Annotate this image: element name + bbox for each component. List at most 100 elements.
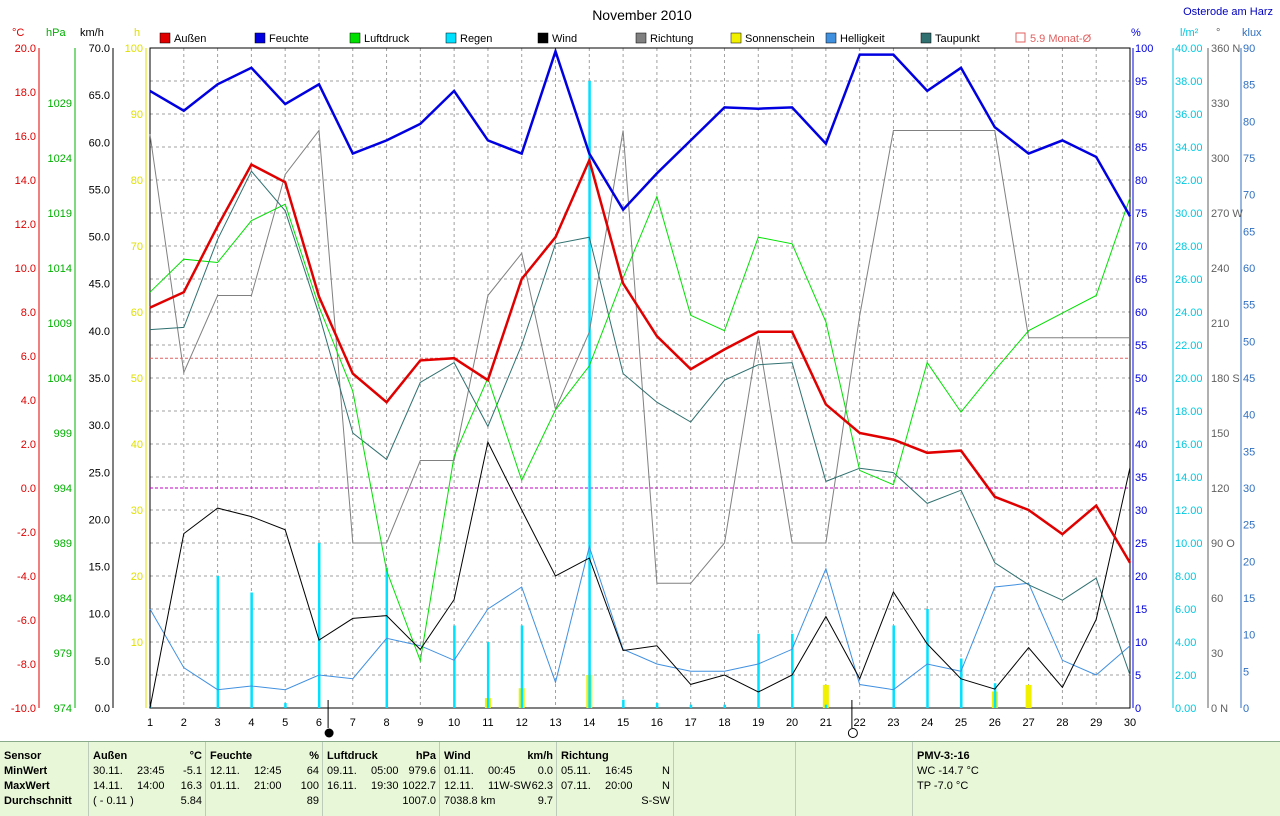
series-line-außen: [149, 156, 1132, 564]
weather-chart: November 2010 Osterode am Harz °C hPa km…: [11, 6, 1273, 738]
aussen-min-time: 23:45: [137, 765, 165, 777]
x-tick-label: 26: [989, 717, 1001, 729]
rain-bar: [993, 683, 997, 708]
tick-label-sun: 90: [131, 109, 143, 121]
series-line-feuchte: [149, 47, 1132, 217]
aussen-avg-value: 5.84: [180, 795, 202, 807]
tick-label-lux: 5: [1243, 666, 1249, 678]
richtung-avg-value: S-SW: [641, 795, 670, 807]
tick-label-dir: 90 O: [1211, 538, 1235, 550]
tick-label-hum: 100: [1135, 43, 1153, 55]
tick-label-rain: 6.00: [1175, 604, 1196, 616]
tick-label-hum: 90: [1135, 109, 1147, 121]
row-avg-label: Durchschnitt: [4, 795, 72, 807]
tick-label-hum: 80: [1135, 175, 1147, 187]
x-tick-label: 7: [350, 717, 356, 729]
luftdruck-avg-value: 1007.0: [402, 795, 436, 807]
legend-label: 5.9 Monat-Ø: [1030, 33, 1092, 45]
luftdruck-max-date: 16.11.: [327, 780, 357, 792]
aussen-min-value: -5.1: [183, 765, 202, 777]
tick-label-rain: 16.00: [1175, 439, 1203, 451]
tick-label-lux: 85: [1243, 80, 1255, 92]
legend-swatch: [349, 32, 361, 44]
legend-label: Taupunkt: [935, 33, 980, 45]
tick-label-sun: 60: [131, 307, 143, 319]
new-moon-icon: [324, 728, 334, 738]
tick-label-dir: 120: [1211, 483, 1229, 495]
wind-avg-value: 9.7: [537, 795, 553, 807]
tick-label-wind: 25.0: [89, 467, 110, 479]
tick-label-lux: 0: [1243, 703, 1249, 715]
x-tick-label: 24: [921, 717, 933, 729]
tick-label-lux: 55: [1243, 300, 1255, 312]
tick-label-temp: 8.0: [21, 307, 36, 319]
tick-label-hum: 65: [1135, 274, 1147, 286]
tick-label-temp: 4.0: [21, 395, 36, 407]
legend-label: Luftdruck: [364, 33, 410, 45]
richtung-header: Richtung: [561, 750, 609, 762]
legend-swatch: [159, 32, 171, 44]
feuchte-max-value: 100: [300, 780, 319, 792]
tick-label-hum: 40: [1135, 439, 1147, 451]
tick-label-hum: 35: [1135, 472, 1147, 484]
luftdruck-max-time: 19:30: [371, 780, 399, 792]
legend-swatch: [537, 32, 549, 44]
tick-label-wind: 10.0: [89, 609, 110, 621]
footer-sensor-col: Sensor MinWert MaxWert Durchschnitt: [0, 742, 88, 816]
tick-label-lux: 65: [1243, 226, 1255, 238]
tick-label-wind: 65.0: [89, 90, 110, 102]
tick-label-temp: 0.0: [21, 483, 36, 495]
tick-label-rain: 0.00: [1175, 703, 1196, 715]
tick-label-rain: 18.00: [1175, 406, 1203, 418]
feuchte-min-date: 12.11.: [210, 765, 240, 777]
rain-bar: [655, 703, 659, 708]
legend-label: Richtung: [650, 33, 693, 45]
tick-label-hum: 0: [1135, 703, 1141, 715]
aussen-unit: °C: [189, 750, 202, 762]
tick-label-wind: 45.0: [89, 279, 110, 291]
tick-label-hum: 30: [1135, 505, 1147, 517]
tick-label-lux: 80: [1243, 116, 1255, 128]
feuchte-max-date: 01.11.: [210, 780, 240, 792]
x-tick-label: 29: [1090, 717, 1102, 729]
tick-label-wind: 55.0: [89, 184, 110, 196]
pmv-windchill: WC -14.7 °C: [917, 765, 979, 777]
tick-label-dir: 360 N: [1211, 43, 1240, 55]
tick-label-lux: 20: [1243, 556, 1255, 568]
tick-label-sun: 80: [131, 175, 143, 187]
luftdruck-max-value: 1022.7: [402, 780, 436, 792]
tick-label-lux: 10: [1243, 630, 1255, 642]
tick-label-dir: 300: [1211, 153, 1229, 165]
luftdruck-header: Luftdruck: [327, 750, 378, 762]
aussen-max-time: 14:00: [137, 780, 165, 792]
feuchte-max-time: 21:00: [254, 780, 282, 792]
tick-label-rain: 2.00: [1175, 670, 1196, 682]
tick-label-hum: 45: [1135, 406, 1147, 418]
x-tick-label: 22: [854, 717, 866, 729]
luftdruck-unit: hPa: [415, 750, 436, 762]
tick-label-rain: 32.00: [1175, 175, 1203, 187]
plot-frame: [149, 47, 1131, 709]
series-line-luftdruck: [149, 194, 1131, 663]
tick-label-rain: 20.00: [1175, 373, 1203, 385]
rain-bar: [622, 699, 625, 708]
series-line-taupunkt: [149, 170, 1131, 676]
tick-label-hum: 20: [1135, 571, 1147, 583]
rain-bar: [250, 592, 253, 708]
tick-label-rain: 30.00: [1175, 208, 1203, 220]
tick-label-rain: 8.00: [1175, 571, 1196, 583]
tick-label-dir: 0 N: [1211, 703, 1228, 715]
tick-label-temp: -4.0: [17, 571, 36, 583]
tick-label-lux: 60: [1243, 263, 1255, 275]
feuchte-min-time: 12:45: [254, 765, 282, 777]
unit-lux: klux: [1242, 27, 1262, 39]
tick-label-temp: 2.0: [21, 439, 36, 451]
rain-bar: [216, 576, 220, 708]
luftdruck-min-time: 05:00: [371, 765, 399, 777]
footer-pmv-col: PMV-3:-16 WC -14.7 °C TP -7.0 °C: [912, 742, 1280, 816]
tick-label-hum: 15: [1135, 604, 1147, 616]
feuchte-min-value: 64: [306, 765, 319, 777]
pmv-taupunkt: TP -7.0 °C: [917, 780, 969, 792]
rain-bar: [757, 633, 760, 708]
tick-label-temp: 16.0: [15, 131, 36, 143]
